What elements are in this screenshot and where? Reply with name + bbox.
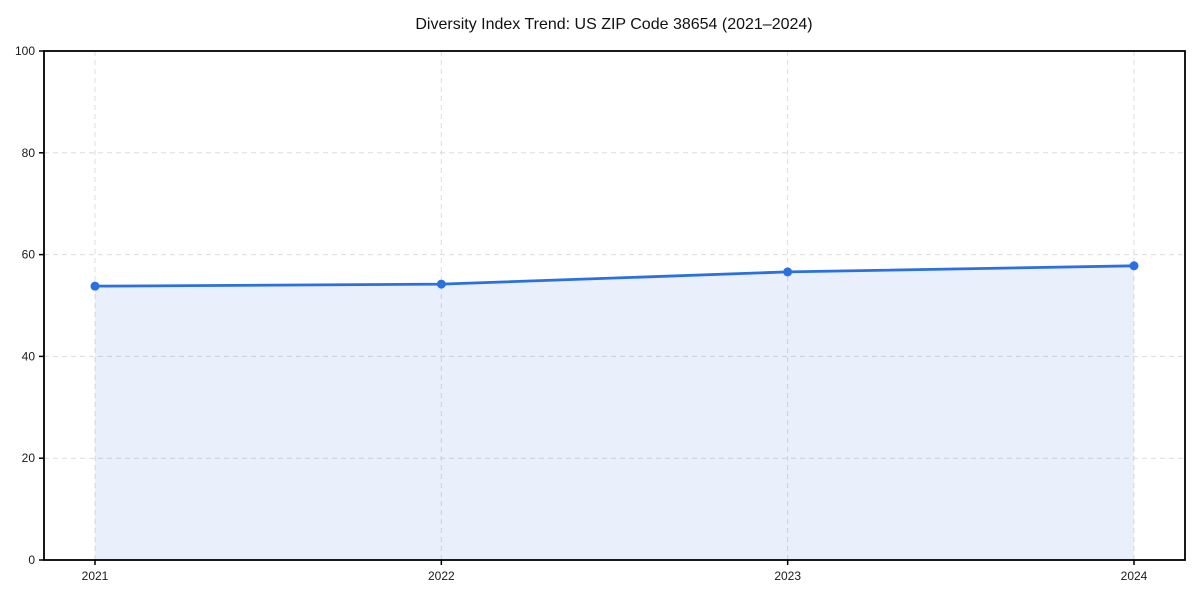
trend-line-layer [93,264,1136,288]
plot-border [43,50,1186,561]
y-tick-label: 20 [22,451,36,465]
x-tick-label: 2024 [1121,569,1148,583]
data-point [783,267,793,277]
data-point [1129,261,1139,271]
trend-area-fill [95,265,1134,560]
x-tick-label: 2022 [428,569,455,583]
y-tick-label: 60 [22,248,36,262]
area-fill-layer [95,265,1134,560]
y-tick-label: 80 [22,146,36,160]
data-point [90,281,100,291]
trend-line [93,264,1136,288]
x-tick-label: 2023 [774,569,801,583]
chart-title: Diversity Index Trend: US ZIP Code 38654… [415,16,812,33]
x-tick-label: 2021 [82,569,109,583]
data-points-layer [90,261,1139,291]
axes-layer [39,50,1186,565]
y-tick-label: 100 [15,44,35,58]
data-point [436,279,446,289]
y-tick-label: 40 [22,349,36,363]
tick-labels-layer: 0 20 40 60 80 100 2021 2022 2023 2024 [15,44,1148,583]
y-tick-label: 0 [28,553,35,567]
